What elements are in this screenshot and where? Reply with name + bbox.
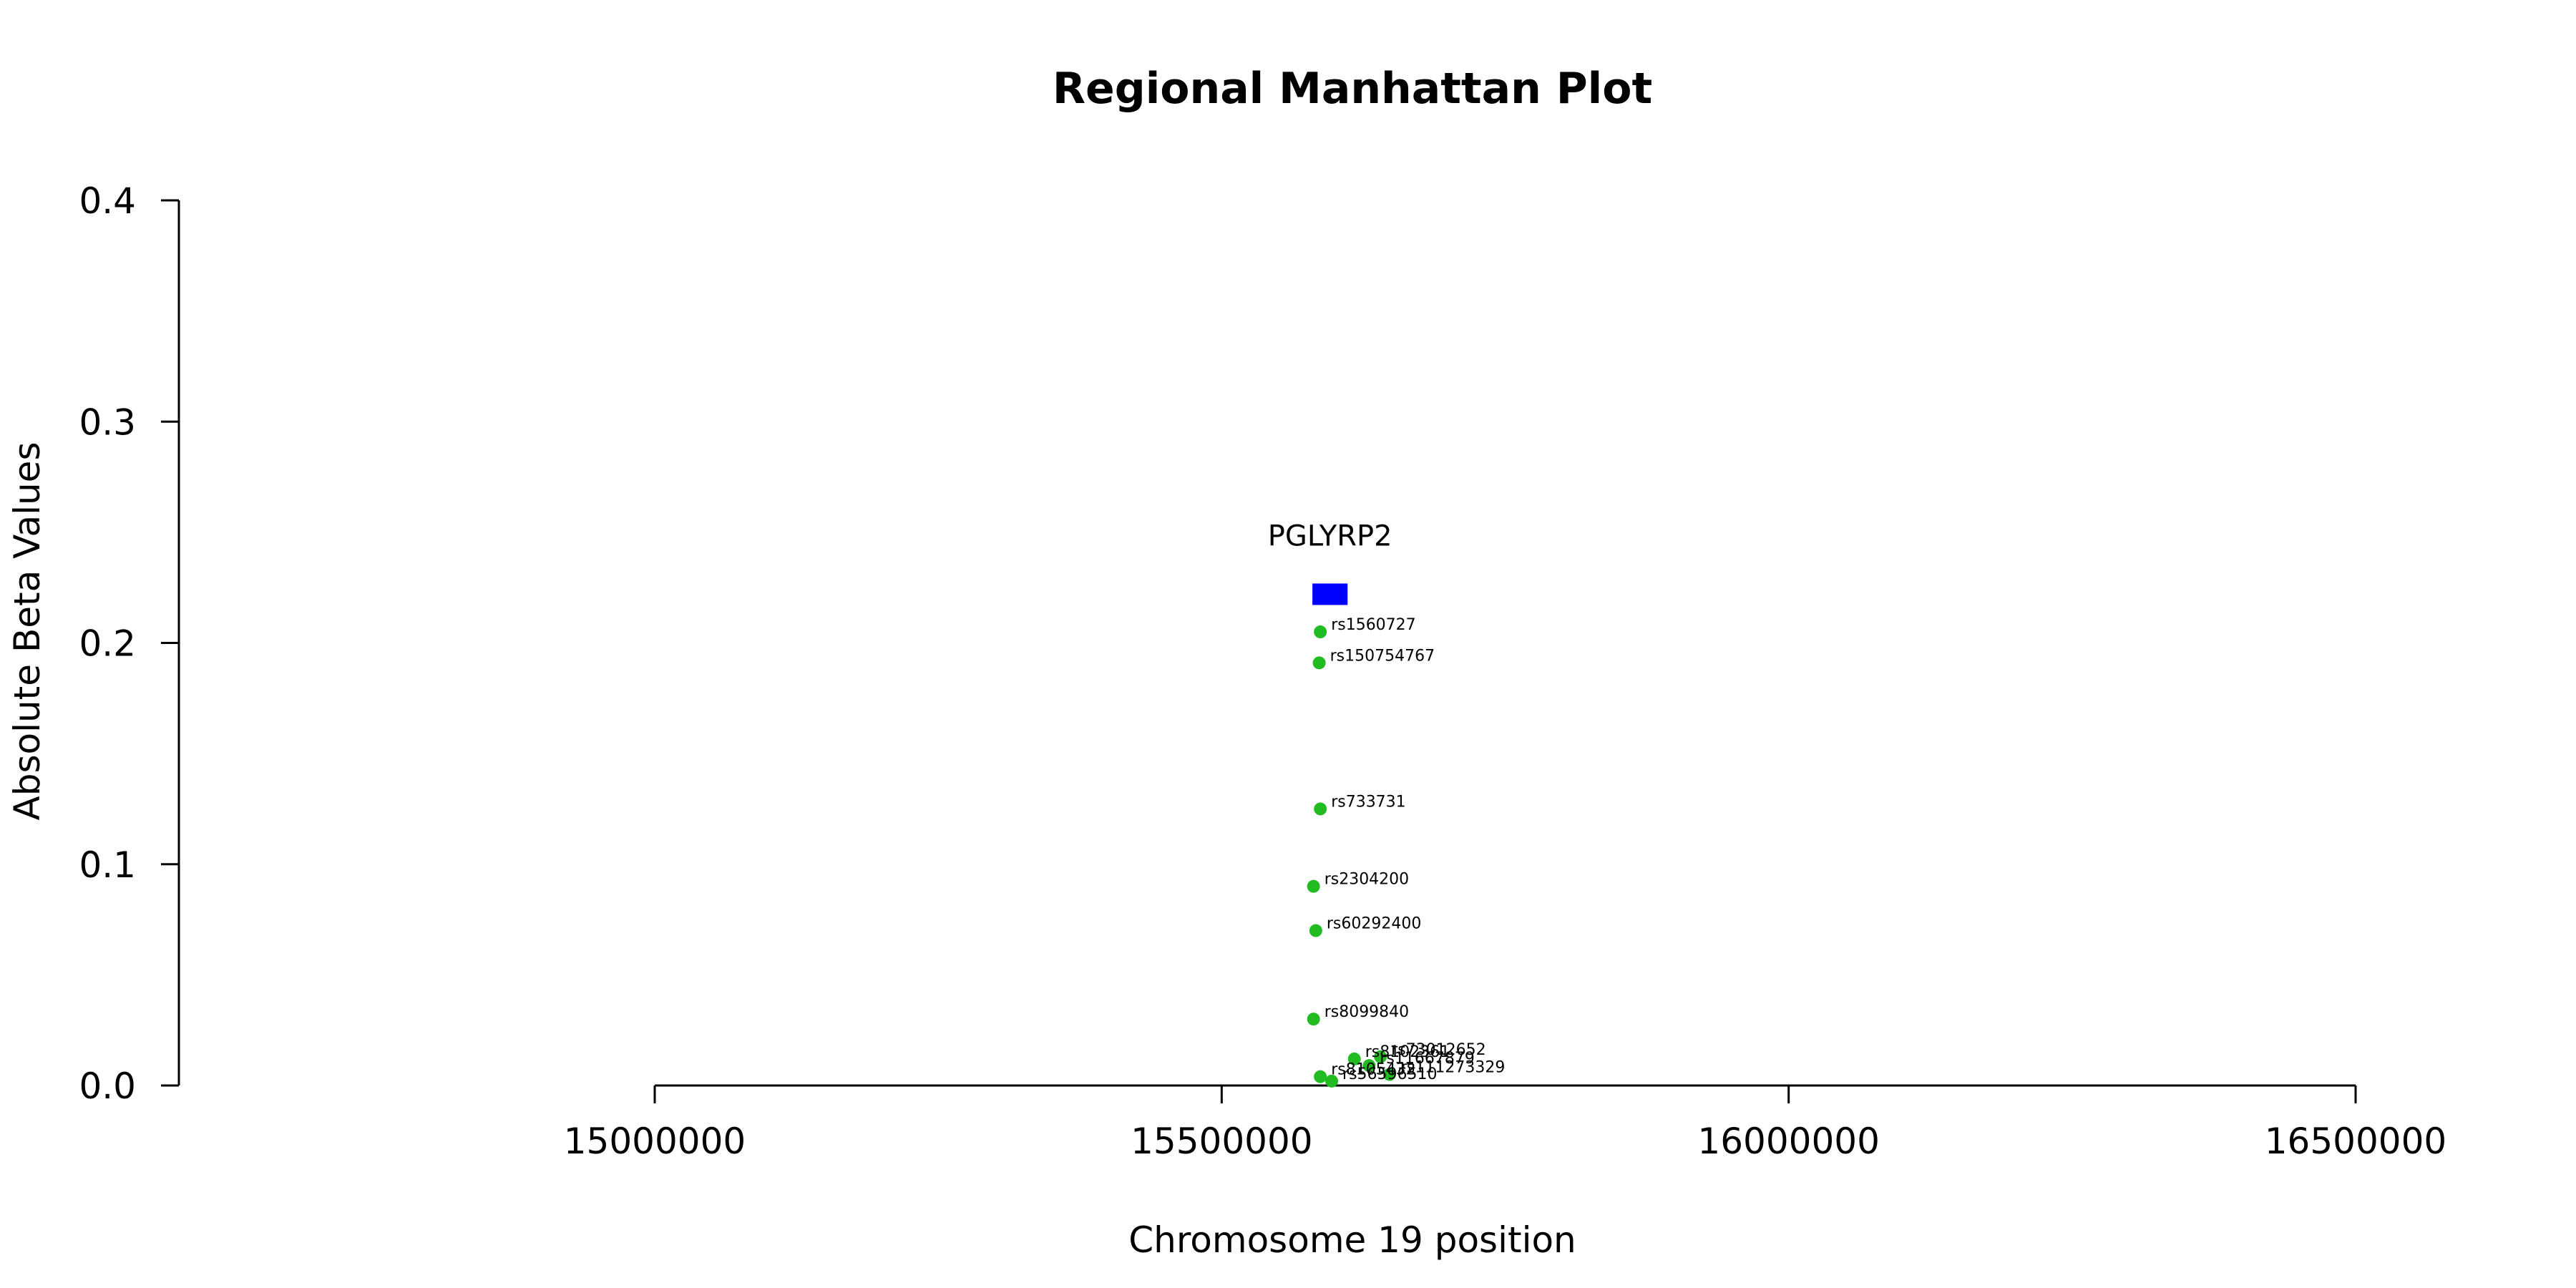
snp-point [1312, 656, 1326, 670]
x-axis-label: Chromosome 19 position [1128, 1219, 1576, 1261]
snp-labels-layer: rs1560727 rs150754767 rs733731 rs2304200 rs6… [1324, 616, 1506, 1083]
snp-label: rs8105432 [1331, 1061, 1416, 1079]
snp-point [1309, 924, 1322, 937]
snp-label: rs111273329 [1400, 1059, 1505, 1077]
x-tick-label: 16000000 [1697, 1121, 1880, 1162]
points-layer [1307, 625, 1396, 1088]
snp-label: rs60292400 [1327, 915, 1421, 933]
snp-label: rs733731 [1331, 793, 1406, 811]
y-tick-label: 0.0 [79, 1065, 136, 1107]
y-axis-label: Absolute Beta Values [6, 442, 48, 821]
snp-point [1325, 1074, 1339, 1088]
y-tick-label: 0.4 [79, 180, 136, 222]
y-tick-label: 0.1 [79, 844, 136, 886]
gene-layer: PGLYRP2 [1268, 519, 1392, 605]
y-tick-label: 0.2 [79, 623, 136, 665]
snp-point [1307, 1013, 1320, 1026]
snp-label: rs56596510 [1342, 1065, 1437, 1083]
snp-point [1314, 1070, 1327, 1083]
y-axis: 0.0 0.1 0.2 0.3 0.4 [79, 180, 180, 1107]
x-tick-label: 16500000 [2265, 1121, 2447, 1162]
snp-point [1374, 1050, 1387, 1063]
snp-label: rs8102361 [1365, 1043, 1450, 1061]
snp-point [1382, 1068, 1396, 1081]
snp-label: rs11667879 [1380, 1050, 1474, 1068]
x-tick-label: 15000000 [564, 1121, 746, 1162]
snp-label: rs150754767 [1330, 647, 1435, 665]
snp-point [1314, 802, 1327, 816]
snp-label: rs73012652 [1391, 1041, 1485, 1059]
gene-label: PGLYRP2 [1268, 519, 1392, 552]
snp-point [1314, 625, 1327, 639]
x-axis: 15000000 15500000 16000000 16500000 [564, 1084, 2447, 1162]
x-tick-label: 15500000 [1131, 1121, 1313, 1162]
gene-block [1312, 583, 1348, 605]
chart-title: Regional Manhattan Plot [1053, 64, 1652, 114]
snp-point [1362, 1059, 1376, 1073]
y-tick-label: 0.3 [79, 401, 136, 443]
snp-label: rs8099840 [1324, 1003, 1410, 1021]
snp-label: rs2304200 [1324, 871, 1410, 889]
snp-label: rs1560727 [1331, 616, 1416, 634]
snp-point [1307, 879, 1320, 893]
snp-point [1347, 1052, 1361, 1065]
